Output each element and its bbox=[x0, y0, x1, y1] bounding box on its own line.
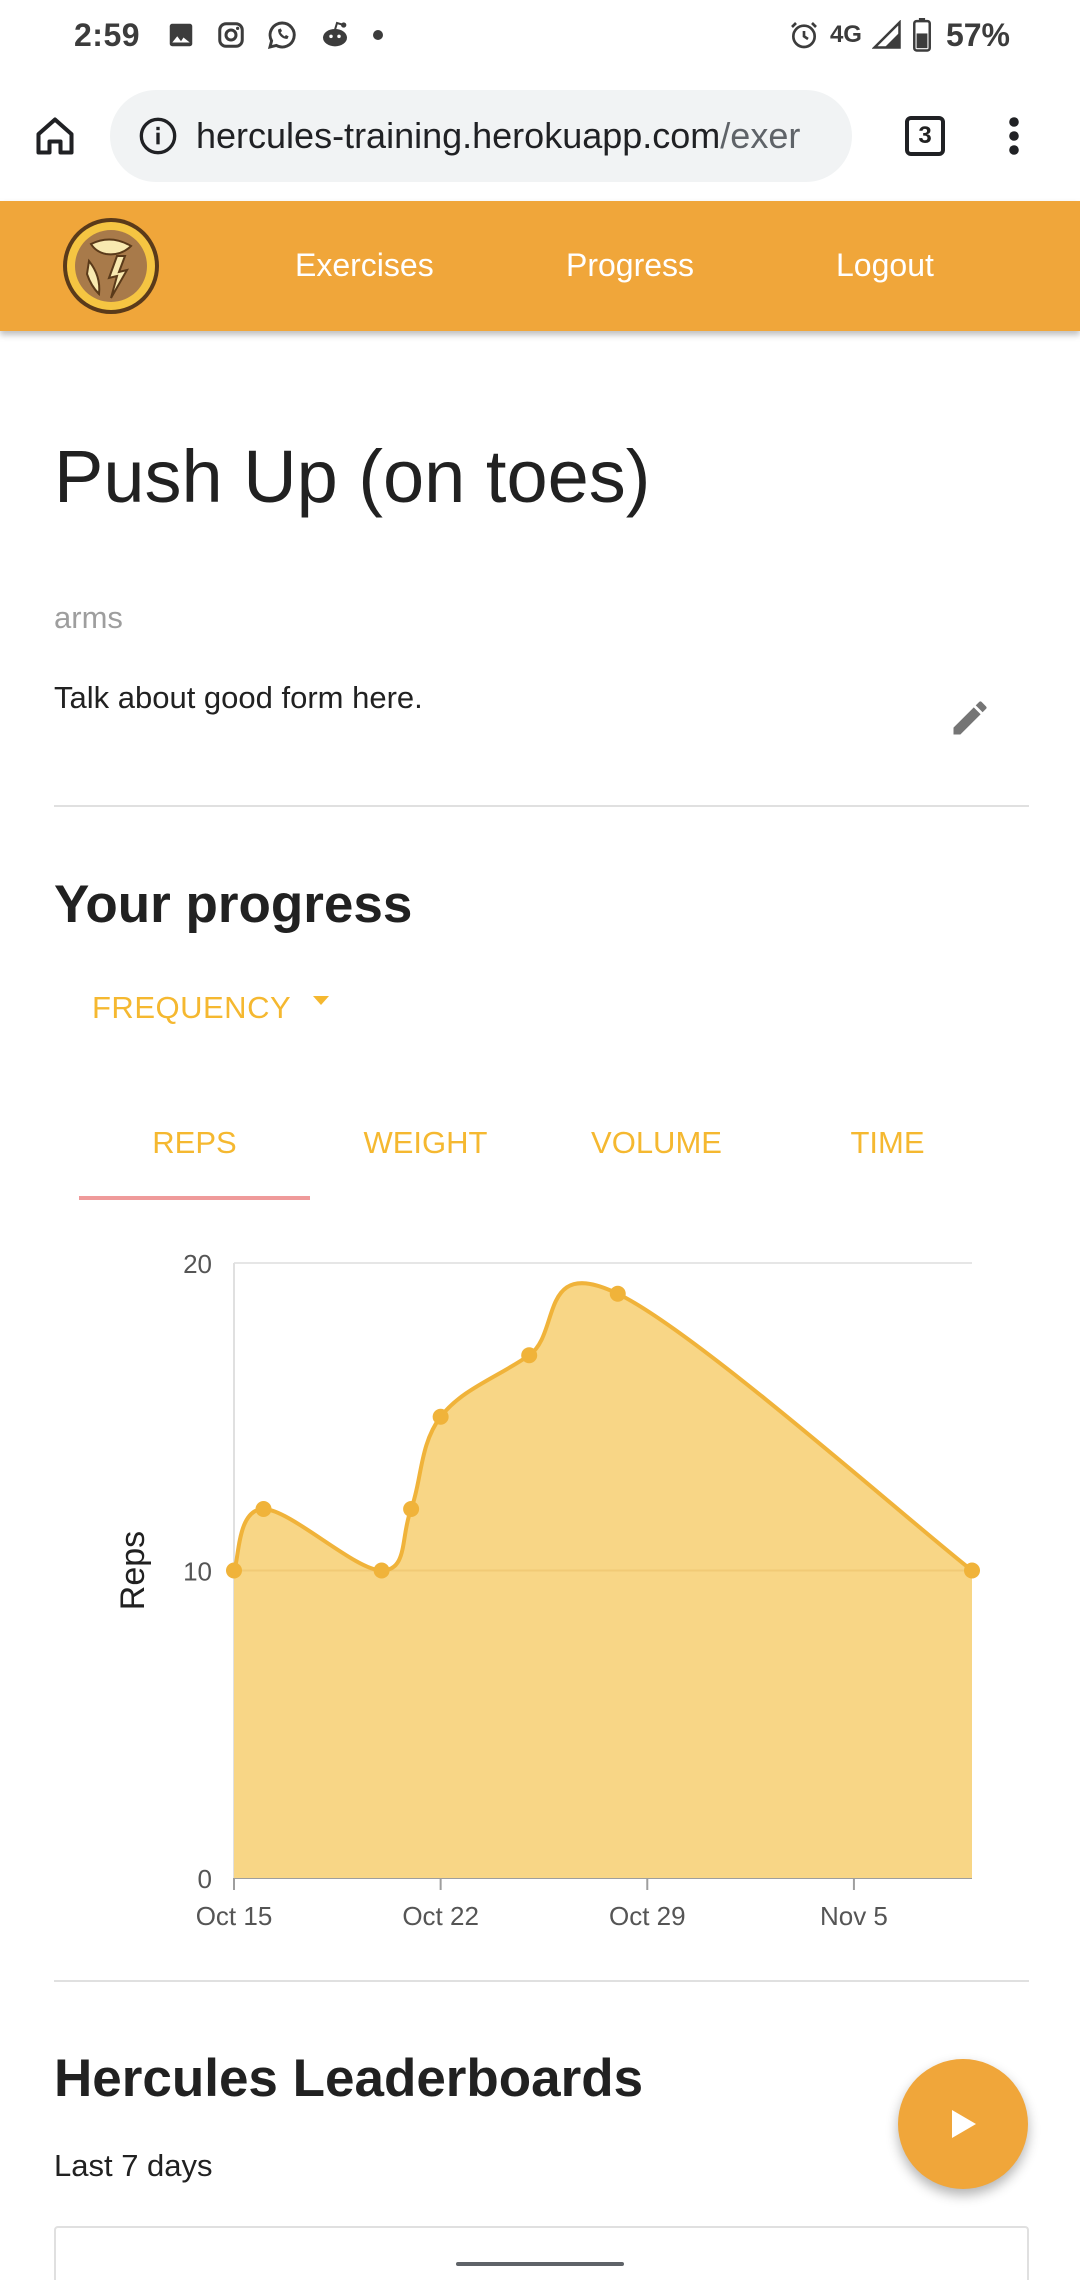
exercise-category: arms bbox=[54, 600, 123, 635]
data-point bbox=[255, 1501, 272, 1517]
data-point bbox=[432, 1408, 449, 1425]
caret-down-icon bbox=[313, 996, 330, 1005]
url-host: hercules-training.herokuapp.com bbox=[196, 114, 721, 156]
tab-time[interactable]: TIME bbox=[850, 1125, 925, 1160]
hercules-logo[interactable] bbox=[61, 216, 161, 316]
app-navbar: Exercises Progress Logout bbox=[0, 201, 1080, 331]
leaderboard-card bbox=[54, 2226, 1029, 2280]
pencil-icon bbox=[953, 701, 987, 735]
address-bar[interactable]: hercules-training.herokuapp.com/exer bbox=[110, 89, 852, 182]
info-icon[interactable] bbox=[138, 116, 178, 156]
data-point bbox=[226, 1562, 242, 1579]
x-tick-label: Oct 22 bbox=[402, 1901, 479, 1931]
image-icon bbox=[169, 23, 193, 47]
url-path: /exer bbox=[720, 114, 801, 156]
system-status: 4G 57% bbox=[788, 17, 1010, 54]
reddit-icon bbox=[323, 21, 348, 47]
tab-count: 3 bbox=[905, 115, 945, 156]
metric-tabs: REPS WEIGHT VOLUME TIME bbox=[79, 1108, 1003, 1200]
divider bbox=[54, 805, 1029, 807]
x-tick-label: Oct 29 bbox=[609, 1901, 686, 1931]
page-title: Push Up (on toes) bbox=[54, 435, 651, 518]
leaderboards-title: Hercules Leaderboards bbox=[54, 2049, 644, 2108]
tab-volume[interactable]: VOLUME bbox=[591, 1125, 722, 1160]
url-text[interactable]: hercules-training.herokuapp.com/exer bbox=[196, 115, 800, 157]
nav-exercises[interactable]: Exercises bbox=[295, 247, 434, 283]
browser-toolbar: hercules-training.herokuapp.com/exer 3 bbox=[0, 70, 1080, 201]
frequency-dropdown[interactable]: FREQUENCY bbox=[92, 990, 331, 1026]
reps-chart: 0 10 20 Oct 15 Oct 22 Oct 29 Nov 5 Reps bbox=[114, 1249, 980, 1931]
exercise-description: Talk about good form here. bbox=[54, 680, 423, 715]
tab-weight[interactable]: WEIGHT bbox=[363, 1125, 488, 1160]
battery-percent: 57% bbox=[945, 16, 1010, 53]
home-button[interactable] bbox=[0, 70, 110, 201]
data-point bbox=[373, 1562, 390, 1579]
tab-switcher-button[interactable]: 3 bbox=[888, 70, 962, 201]
signal-icon bbox=[871, 20, 901, 49]
more-vert-icon bbox=[1009, 116, 1019, 155]
network-type: 4G bbox=[829, 21, 862, 48]
data-point bbox=[609, 1285, 626, 1302]
play-icon bbox=[952, 2110, 976, 2138]
tab-reps[interactable]: REPS bbox=[79, 1108, 310, 1200]
edit-button[interactable] bbox=[948, 696, 992, 740]
y-axis-label: Reps bbox=[114, 1531, 152, 1610]
leaderboards-period: Last 7 days bbox=[54, 2148, 213, 2183]
y-tick-label: 0 bbox=[198, 1864, 212, 1894]
data-point bbox=[403, 1501, 420, 1517]
progress-section-title: Your progress bbox=[54, 875, 413, 934]
nav-logout[interactable]: Logout bbox=[836, 247, 934, 283]
series-area bbox=[234, 1283, 972, 1878]
frequency-label: FREQUENCY bbox=[92, 990, 292, 1025]
y-tick-label: 20 bbox=[183, 1249, 212, 1279]
status-time: 2:59 bbox=[74, 16, 141, 53]
start-workout-button[interactable] bbox=[898, 2059, 1028, 2189]
browser-menu-button[interactable] bbox=[974, 70, 1054, 201]
divider bbox=[54, 1980, 1029, 1982]
instagram-icon bbox=[218, 22, 244, 48]
home-icon bbox=[36, 116, 74, 155]
notification-icons bbox=[166, 19, 384, 51]
x-tick-label: Nov 5 bbox=[820, 1901, 888, 1931]
data-point bbox=[521, 1347, 538, 1364]
x-tick-label: Oct 15 bbox=[196, 1901, 273, 1931]
battery-icon bbox=[912, 18, 931, 52]
y-tick-label: 10 bbox=[183, 1557, 212, 1587]
gesture-navigation-bar[interactable] bbox=[456, 2262, 624, 2266]
more-notifications-dot-icon bbox=[373, 30, 384, 40]
data-point bbox=[964, 1562, 980, 1579]
whatsapp-icon bbox=[267, 21, 296, 50]
status-bar: 2:59 4G 57% bbox=[0, 0, 1080, 70]
nav-progress[interactable]: Progress bbox=[566, 247, 695, 283]
alarm-icon bbox=[790, 22, 817, 49]
